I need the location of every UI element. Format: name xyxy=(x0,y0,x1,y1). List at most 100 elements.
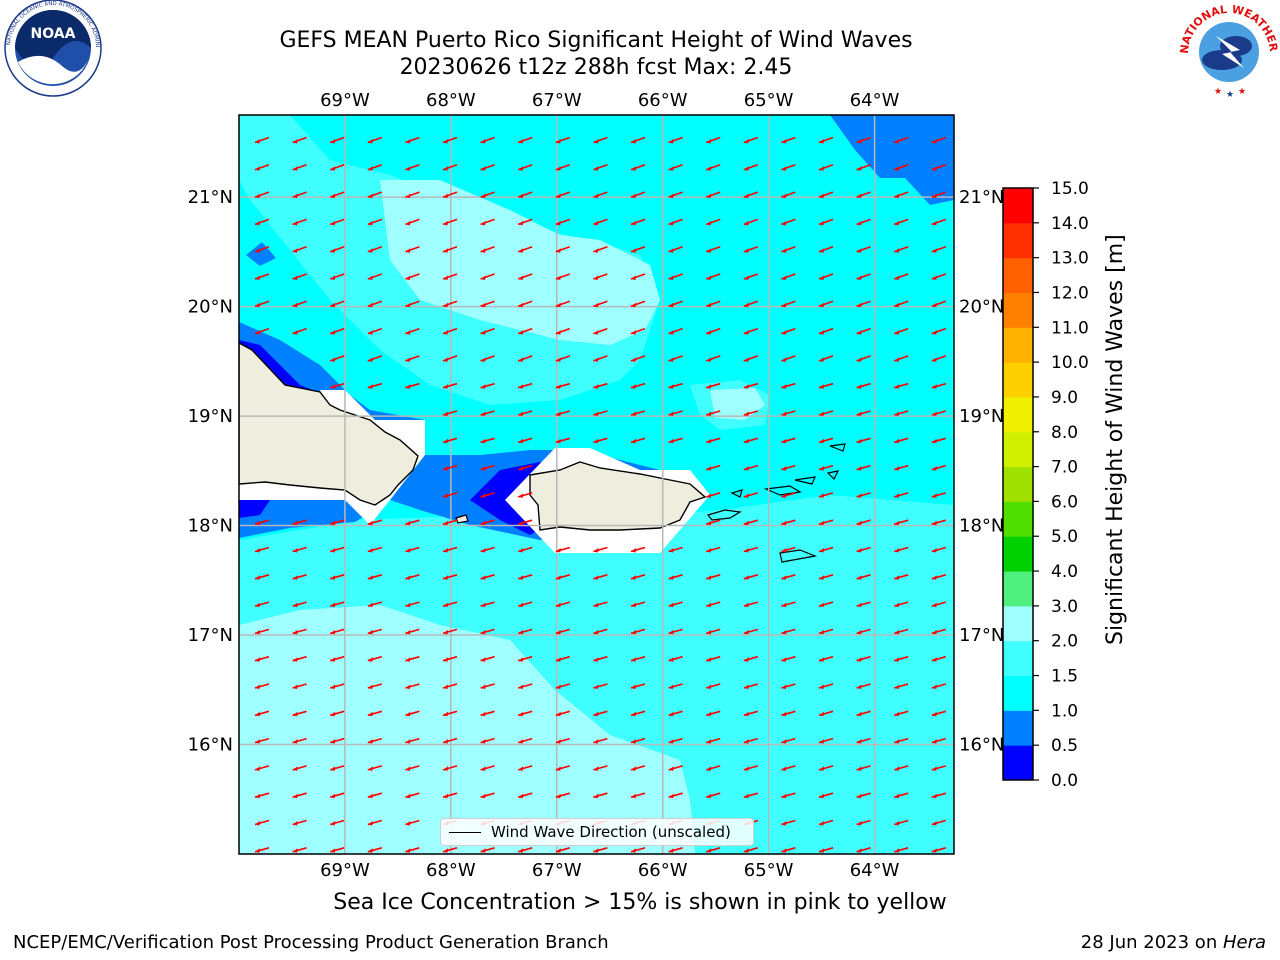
wind-arrowhead xyxy=(593,411,599,416)
wind-arrowhead xyxy=(856,139,862,144)
wind-arrowhead xyxy=(292,248,298,253)
wind-arrowhead xyxy=(330,220,336,226)
wind-arrowhead xyxy=(330,166,336,171)
wind-arrowhead xyxy=(781,821,787,826)
wind-arrowhead xyxy=(668,629,674,635)
wind-arrowhead xyxy=(255,275,260,280)
wind-arrowhead xyxy=(631,629,636,635)
wind-arrowhead xyxy=(743,438,749,444)
wind-arrowhead xyxy=(781,330,787,335)
wind-arrowhead xyxy=(443,384,448,389)
wind-arrowhead xyxy=(631,684,636,689)
wind-arrowhead xyxy=(743,684,749,689)
wind-arrowhead xyxy=(593,139,599,144)
wind-arrowhead xyxy=(668,357,674,362)
wind-arrowhead xyxy=(668,330,674,335)
wind-arrowhead xyxy=(480,657,486,662)
wind-arrowhead xyxy=(668,438,674,444)
wind-arrowhead xyxy=(668,275,674,280)
colorbar-segment xyxy=(1003,675,1033,711)
wind-arrowhead xyxy=(405,330,411,335)
wind-arrowhead xyxy=(443,602,448,608)
wind-arrowhead xyxy=(856,711,862,717)
wind-arrowhead xyxy=(292,575,298,580)
wind-arrowhead xyxy=(781,575,787,580)
wind-arrowhead xyxy=(330,193,336,199)
wind-arrowhead xyxy=(668,384,674,389)
wind-arrowhead xyxy=(555,629,561,635)
wind-arrowhead xyxy=(706,139,712,144)
colorbar-segment xyxy=(1003,640,1033,677)
wind-arrowhead xyxy=(668,848,674,853)
wind-arrowhead xyxy=(856,821,862,826)
wind-arrowhead xyxy=(781,520,787,526)
wind-arrowhead xyxy=(518,384,524,389)
wind-arrowhead xyxy=(706,357,712,362)
wind-arrowhead xyxy=(330,520,336,526)
map-area xyxy=(239,115,954,854)
wind-arrowhead xyxy=(668,739,674,744)
wind-arrowhead xyxy=(781,466,787,471)
wind-arrowhead xyxy=(706,684,712,689)
colorbar-segment xyxy=(1003,745,1033,781)
wind-arrowhead xyxy=(255,739,260,744)
wind-arrowhead xyxy=(743,766,749,771)
wind-arrowhead xyxy=(593,357,599,362)
wind-arrowhead xyxy=(480,166,486,171)
wind-arrowhead xyxy=(518,193,524,199)
wind-arrowhead xyxy=(743,629,749,635)
wind-arrowhead xyxy=(743,657,749,662)
wind-arrowhead xyxy=(781,493,787,498)
wind-arrowhead xyxy=(555,411,561,416)
lon-tick-bottom: 64°W xyxy=(850,860,900,881)
wind-arrowhead xyxy=(894,275,900,280)
title-line-2: 20230626 t12z 288h fcst Max: 2.45 xyxy=(399,55,793,80)
wind-arrowhead xyxy=(367,711,373,717)
wind-arrowhead xyxy=(330,548,336,553)
wind-arrowhead xyxy=(593,193,599,199)
wind-arrowhead xyxy=(781,711,787,717)
wind-arrowhead xyxy=(518,357,524,362)
wind-arrowhead xyxy=(255,793,260,799)
wind-arrowhead xyxy=(931,821,937,826)
wind-arrowhead xyxy=(631,248,636,253)
wind-arrowhead xyxy=(593,166,599,171)
wind-arrowhead xyxy=(743,520,749,526)
wind-arrowhead xyxy=(856,520,862,526)
wind-arrowhead xyxy=(819,139,824,144)
wind-arrowhead xyxy=(480,384,486,389)
colorbar-segment xyxy=(1003,396,1033,433)
wind-arrowhead xyxy=(819,411,824,416)
wind-arrowhead xyxy=(819,220,824,226)
wind-arrowhead xyxy=(405,220,411,226)
wind-arrowhead xyxy=(555,848,561,853)
footer-right: 28 Jun 2023 on Hera xyxy=(1081,932,1266,953)
wind-arrowhead xyxy=(518,493,524,498)
wind-arrowhead xyxy=(292,821,298,826)
wind-arrowhead xyxy=(706,493,712,498)
colorbar-tick-label: 8.0 xyxy=(1051,423,1078,443)
wind-arrowhead xyxy=(743,302,749,308)
lon-tick-bottom: 65°W xyxy=(744,860,794,881)
wind-arrowhead xyxy=(631,193,636,199)
wind-arrowhead xyxy=(894,466,900,471)
wind-arrowhead xyxy=(367,384,373,389)
wind-arrowhead xyxy=(931,357,937,362)
wind-arrowhead xyxy=(819,384,824,389)
wind-arrowhead xyxy=(781,793,787,799)
wind-arrowhead xyxy=(631,166,636,171)
wind-arrowhead xyxy=(706,793,712,799)
wind-arrowhead xyxy=(292,684,298,689)
legend-line-icon xyxy=(449,832,481,833)
colorbar-tick-label: 14.0 xyxy=(1051,214,1089,234)
wind-arrowhead xyxy=(894,493,900,498)
wind-arrowhead xyxy=(443,438,448,444)
wind-arrowhead xyxy=(255,193,260,199)
wind-arrowhead xyxy=(555,739,561,744)
wind-arrowhead xyxy=(668,411,674,416)
wind-arrowhead xyxy=(518,766,524,771)
wind-arrowhead xyxy=(367,548,373,553)
wind-arrowhead xyxy=(819,766,824,771)
wind-arrowhead xyxy=(668,657,674,662)
wind-arrowhead xyxy=(518,684,524,689)
